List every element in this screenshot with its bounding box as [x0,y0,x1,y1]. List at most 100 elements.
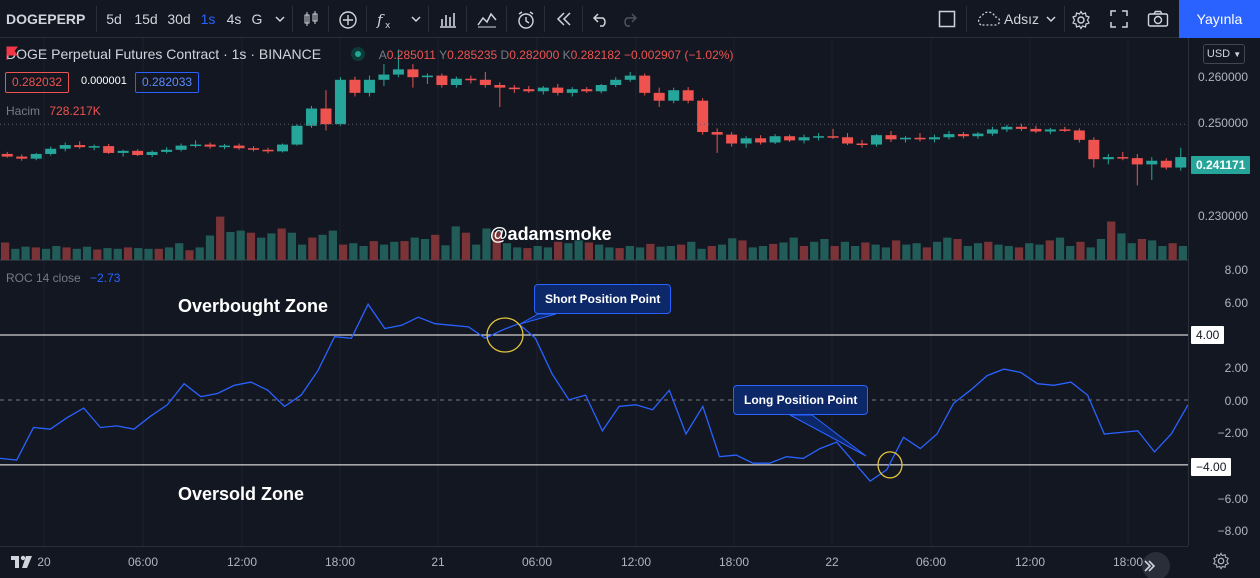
price-scale[interactable]: USD ▼ 0.260000 0.250000 0.240000 0.23000… [1188,38,1260,546]
long-position-callout[interactable]: Long Position Point [733,385,869,415]
interval-dropdown-button[interactable] [270,0,290,38]
short-position-callout[interactable]: Short Position Point [534,284,672,314]
ohlc-high-key: Y [439,48,448,62]
indicators-dropdown-button[interactable] [406,0,426,38]
volume-bar [892,240,901,260]
cloud-save-button[interactable] [972,0,1004,38]
chart-settings-button[interactable] [1212,552,1232,572]
bar-chart-icon [440,13,456,28]
candle-body [363,79,375,93]
volume-bar [1066,246,1075,260]
toolbar-divider [328,6,329,32]
currency-selector[interactable]: USD ▼ [1203,44,1245,64]
interval-g-button[interactable]: G [251,11,263,27]
candle-body [827,136,839,138]
volume-bar [41,248,51,260]
upper-level-tag: 4.00 [1191,326,1225,344]
toolbar-divider [292,6,293,32]
candle-body [1,153,13,157]
compare-symbol-button[interactable] [334,0,362,38]
market-status-icon [350,47,365,61]
volume-bar [82,246,92,260]
alarm-clock-icon [518,11,534,29]
scroll-to-realtime-button[interactable] [1142,552,1170,578]
time-label: 18:00 [1112,555,1144,569]
volume-bar [72,248,81,260]
volume-bar [257,237,266,260]
candle-body [146,151,158,156]
templates-button[interactable] [472,0,502,38]
candle-body [161,149,173,152]
candle-body [523,89,535,92]
volume-bar [994,244,1003,260]
volume-bar [533,246,542,260]
volume-bar [810,241,819,260]
time-axis[interactable]: 20 06:00 12:00 18:00 21 06:00 12:00 18:0… [0,546,1188,578]
interval-5d-button[interactable]: 5d [106,11,122,27]
tradingview-logo-icon[interactable] [10,554,34,570]
chevron-down-icon: ▼ [1233,50,1242,59]
interval-1s-button[interactable]: 1s [200,11,216,27]
volume-bar [93,249,102,260]
undo-icon [592,13,606,27]
candle-body [624,75,636,80]
interval-30d-button[interactable]: 30d [167,11,191,27]
redo-button[interactable] [616,0,642,38]
volume-bar [287,232,296,260]
volume-bar [1117,233,1126,260]
fullscreen-button[interactable] [1106,0,1132,38]
candle-body [320,108,332,125]
ask-price-button[interactable]: 0.282033 [135,72,200,93]
overbought-zone-label: Overbought Zone [178,296,328,316]
publish-button[interactable]: Yayınla [1179,0,1260,38]
layout-name[interactable]: Adsız [1004,11,1040,27]
roc-label[interactable]: ROC 14 close [6,271,81,285]
layout-dropdown-button[interactable] [1042,0,1060,38]
ohlc-close-key: K [562,48,571,62]
financials-button[interactable] [434,0,462,38]
candle-body [668,90,680,101]
volume-bar [1096,239,1106,260]
volume-label[interactable]: Hacim [6,104,41,118]
candle-body [552,87,564,93]
time-label: 06:00 [521,555,553,569]
volume-bar [789,237,798,260]
candle-body [682,90,694,101]
volume-bar [922,247,931,260]
volume-bar [359,246,368,260]
rewind-icon [556,12,571,26]
chart-canvas[interactable] [0,38,1188,546]
volume-bar [676,244,686,260]
volume-bar [769,243,778,260]
candle-body [1146,160,1158,165]
settings-button[interactable] [1068,0,1094,38]
bid-price-button[interactable]: 0.282032 [5,72,70,93]
screenshot-button[interactable] [1144,0,1172,38]
toolbar-divider [466,6,467,32]
layout-select-button[interactable] [932,0,962,38]
interval-15d-button[interactable]: 15d [134,11,158,27]
symbol-search-button[interactable]: DOGEPERP [6,11,86,27]
double-chevron-right-icon [1144,560,1156,572]
chart-pane[interactable]: DOGE Perpetual Futures Contract · 1s · B… [0,38,1188,578]
roc-scale-label: 8.00 [1224,263,1248,277]
volume-bar [1137,239,1147,260]
volume-bar [574,240,583,260]
short-callout-pointer [519,313,557,325]
volume-legend: Hacim 728.217K [6,104,101,118]
interval-4s-button[interactable]: 4s [226,11,242,27]
roc-scale-label: 2.00 [1224,361,1248,375]
undo-button[interactable] [588,0,614,38]
volume-bar [707,246,716,260]
candle-body [1073,130,1085,140]
chart-type-button[interactable] [298,0,324,38]
volume-bar [1148,240,1157,260]
candle-body [88,146,100,148]
series-title[interactable]: DOGE Perpetual Futures Contract · 1s · B… [6,46,322,62]
volume-bar [595,244,604,260]
candle-body [479,79,491,86]
replay-button[interactable] [550,0,578,38]
alert-button[interactable] [512,0,540,38]
